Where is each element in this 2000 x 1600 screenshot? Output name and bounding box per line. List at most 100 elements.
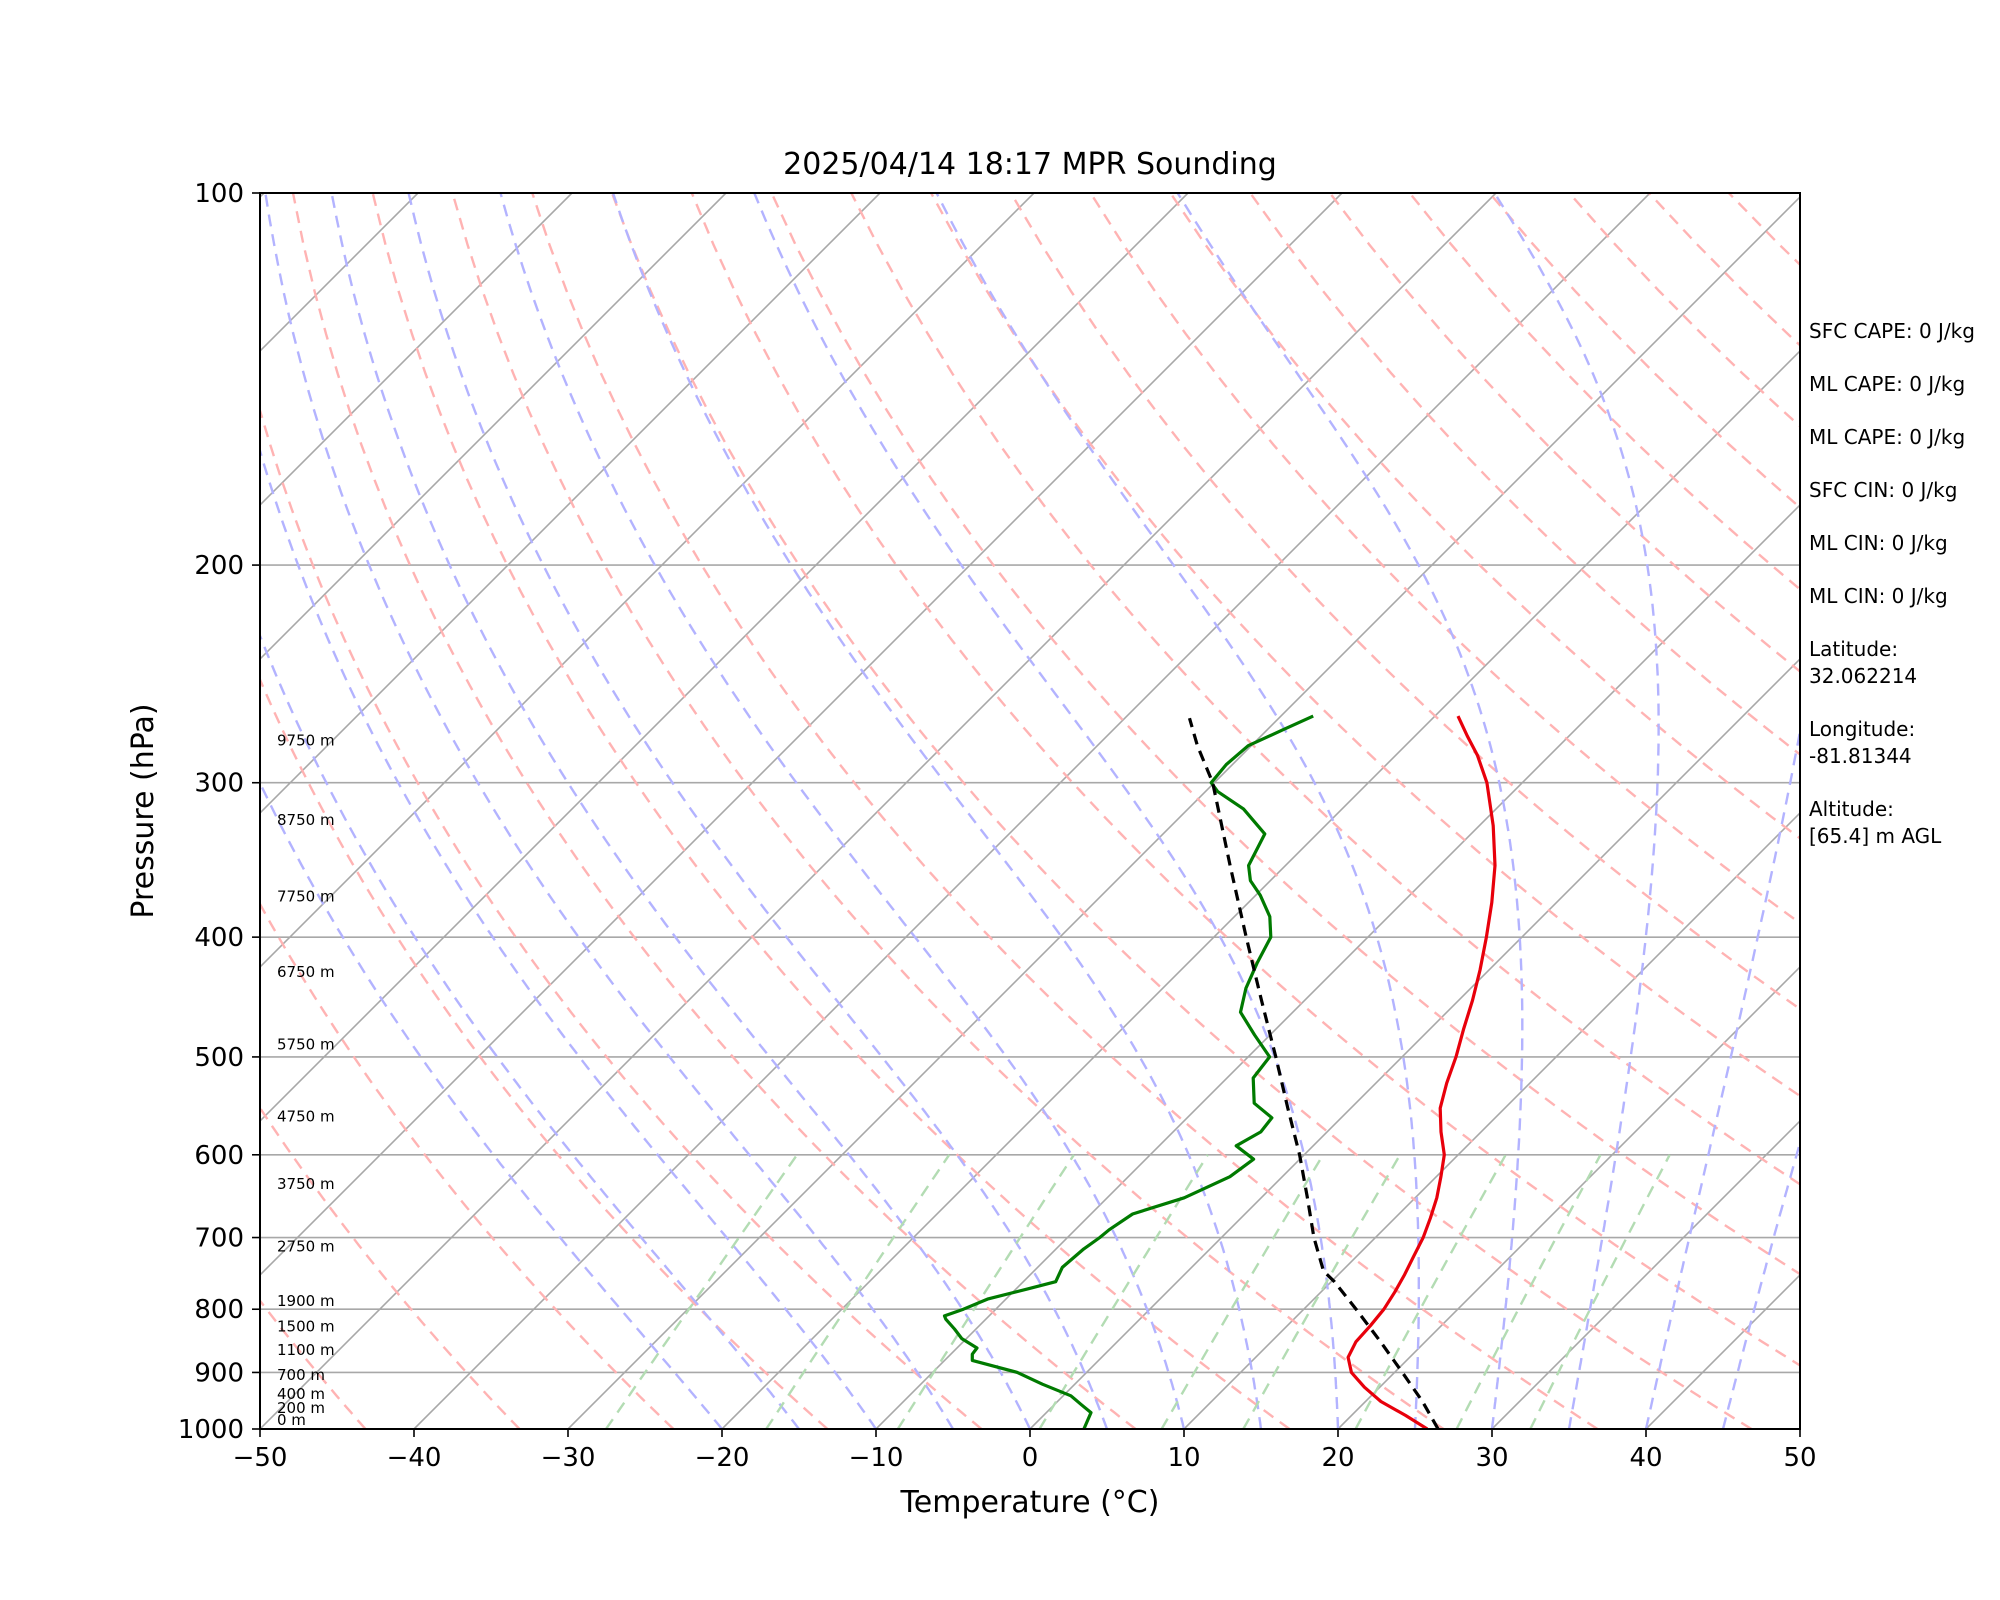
dry-adiabat-line <box>850 193 1800 1186</box>
moist-adiabat-line <box>260 446 877 1429</box>
longitude-label: Longitude: <box>1809 717 1916 741</box>
height-label: 2750 m <box>277 1238 335 1256</box>
x-tick-label: −30 <box>541 1443 596 1473</box>
x-tick-label: 50 <box>1783 1443 1816 1473</box>
x-tick-label: −40 <box>387 1443 442 1473</box>
moist-adiabat-line <box>499 193 1186 1429</box>
isotherm-line <box>260 193 1189 1123</box>
moist-adiabat-line <box>1721 1138 1800 1429</box>
mixing-ratio-line <box>1160 1154 1325 1429</box>
y-tick-label: 300 <box>194 769 244 799</box>
y-tick-label: 700 <box>194 1224 244 1254</box>
height-label: 700 m <box>277 1366 325 1384</box>
dewpoint-profile <box>942 714 1314 1429</box>
dry-adiabat-line <box>610 193 1753 1429</box>
height-label: 3750 m <box>277 1175 335 1193</box>
altitude-label: Altitude: <box>1809 797 1894 821</box>
background-grid <box>260 193 1800 1429</box>
x-tick-label: 10 <box>1167 1443 1200 1473</box>
isotherm-line <box>260 193 1343 1277</box>
height-label: 1500 m <box>277 1317 335 1335</box>
x-tick-label: 40 <box>1629 1443 1662 1473</box>
isotherm-line <box>875 503 1800 1429</box>
x-tick-label: −10 <box>849 1443 904 1473</box>
moist-adiabat-line <box>1493 193 1660 1429</box>
altitude-block: Altitude: [65.4] m AGL <box>1809 796 1999 850</box>
dry-adiabat-line <box>260 406 983 1429</box>
longitude-block: Longitude: -81.81344 <box>1809 716 1999 770</box>
x-tick-label: 20 <box>1321 1443 1354 1473</box>
isotherm-line <box>1029 657 1800 1429</box>
dry-adiabat-line <box>531 193 1599 1429</box>
mixing-ratio-line <box>605 1154 799 1429</box>
dry-adiabat-line <box>451 193 1445 1429</box>
isotherm-line <box>1183 811 1800 1429</box>
temperature-profile <box>1346 715 1497 1429</box>
altitude-value: [65.4] m AGL <box>1809 824 1942 848</box>
isotherm-line <box>260 193 1035 969</box>
ml-cape-text-2: ML CAPE: 0 J/kg <box>1809 425 1966 449</box>
latitude-block: Latitude: 32.062214 <box>1809 636 1999 690</box>
parcel-profile <box>1187 717 1440 1429</box>
mixing-ratio-line <box>1455 1154 1602 1429</box>
isotherm-line <box>1491 1119 1800 1429</box>
moist-adiabat-line <box>935 193 1420 1429</box>
x-axis-label: Temperature (°C) <box>900 1485 1160 1520</box>
dry-adiabat-line <box>260 676 829 1429</box>
mixing-ratio-line <box>765 1154 951 1429</box>
mixing-ratio-line <box>1529 1154 1671 1429</box>
dry-adiabat-line <box>930 193 1800 1098</box>
mixing-ratio-line <box>1354 1154 1507 1429</box>
y-tick-label: 400 <box>194 923 244 953</box>
isotherm-line <box>567 195 1800 1429</box>
height-label: 200 m <box>277 1399 325 1417</box>
dry-adiabat-line <box>690 193 1800 1367</box>
height-label: 1100 m <box>277 1341 335 1359</box>
y-tick-label: 900 <box>194 1358 244 1388</box>
moist-adiabat-line <box>611 193 1263 1429</box>
mixing-ratio-line <box>1242 1154 1402 1429</box>
sounding-profiles <box>942 714 1497 1429</box>
dry-adiabat-line <box>770 193 1800 1276</box>
x-tick-label: −20 <box>695 1443 750 1473</box>
isotherm-line <box>1337 965 1800 1429</box>
mixing-ratio-line <box>896 1154 1075 1429</box>
axis-ticks: −50 −40 −30 −20 −10 0 10 20 30 40 50 1000 900 800 700 6… <box>178 179 1817 1473</box>
moist-adiabat-line <box>1176 193 1524 1429</box>
moist-adiabat-line <box>1644 724 1800 1429</box>
latitude-value: 32.062214 <box>1809 664 1918 688</box>
sfc-cin-text: SFC CIN: 0 J/kg <box>1809 478 1958 502</box>
height-label: 0 m <box>277 1411 306 1429</box>
moist-adiabat-line <box>753 193 1340 1429</box>
height-label: 9750 m <box>277 732 335 750</box>
sounding-info-panel: SFC CAPE: 0 J/kg ML CAPE: 0 J/kg ML CAPE… <box>1809 318 1999 876</box>
isotherm-line <box>260 193 881 815</box>
y-tick-label: 500 <box>194 1043 244 1073</box>
y-axis-label: Pressure (hPa) <box>126 703 161 918</box>
longitude-value: -81.81344 <box>1809 744 1912 768</box>
chart-title: 2025/04/14 18:17 MPR Sounding <box>783 147 1277 182</box>
dry-adiabat-line <box>371 193 1291 1429</box>
latitude-label: Latitude: <box>1809 637 1899 661</box>
height-label: 6750 m <box>277 963 335 981</box>
height-label: 7750 m <box>277 887 335 905</box>
ml-cin-text: ML CIN: 0 J/kg <box>1809 531 1948 555</box>
x-tick-label: −50 <box>233 1443 288 1473</box>
y-tick-label: 600 <box>194 1141 244 1171</box>
moist-adiabat-line <box>260 632 800 1429</box>
isotherm-line <box>260 193 573 507</box>
isotherm-line <box>260 193 1497 1429</box>
height-label: 5750 m <box>277 1036 335 1054</box>
ml-cin-text-2: ML CIN: 0 J/kg <box>1809 584 1948 608</box>
dry-adiabat-line <box>1089 193 1800 925</box>
y-tick-label: 1000 <box>178 1415 244 1445</box>
isotherm-line <box>260 193 727 661</box>
ml-cape-text: ML CAPE: 0 J/kg <box>1809 372 1966 396</box>
height-label: 8750 m <box>277 811 335 829</box>
y-tick-label: 100 <box>194 179 244 209</box>
dry-adiabat-line <box>291 193 1137 1429</box>
dry-adiabat-line <box>260 901 675 1429</box>
